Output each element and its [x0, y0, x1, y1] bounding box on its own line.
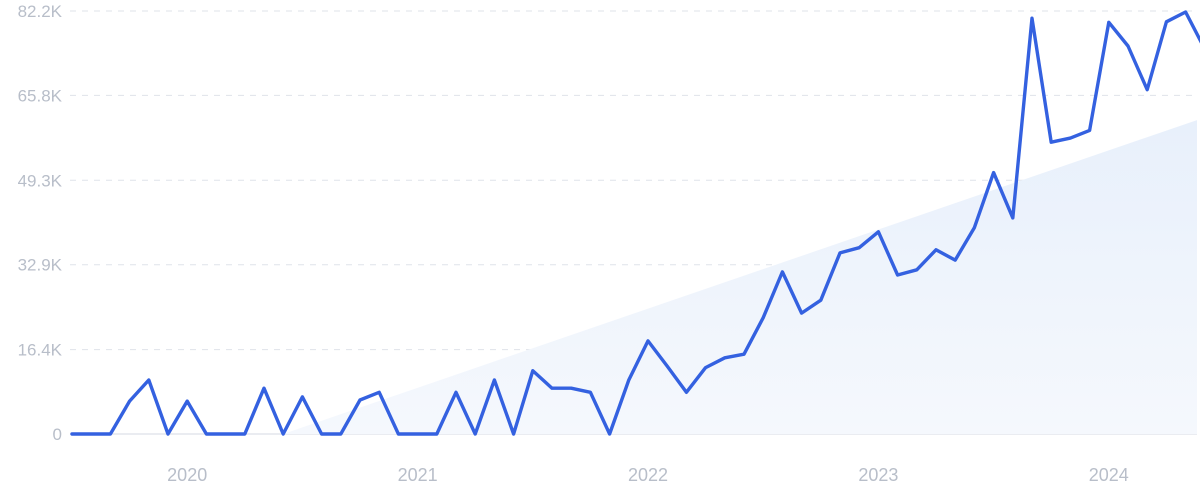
data-point[interactable]	[1087, 127, 1093, 133]
data-point[interactable]	[568, 385, 574, 391]
data-point[interactable]	[991, 170, 997, 176]
data-point[interactable]	[760, 315, 766, 321]
trend-area	[283, 120, 1197, 435]
y-tick-label: 82.2K	[18, 2, 63, 21]
data-point[interactable]	[549, 385, 555, 391]
data-point[interactable]	[837, 250, 843, 256]
data-point[interactable]	[914, 267, 920, 273]
data-point[interactable]	[722, 355, 728, 361]
data-point[interactable]	[319, 431, 325, 437]
data-point[interactable]	[779, 269, 785, 275]
x-tick-label: 2021	[398, 465, 438, 485]
data-point[interactable]	[69, 431, 75, 437]
data-point[interactable]	[1029, 15, 1035, 21]
data-point[interactable]	[875, 229, 881, 235]
y-tick-label: 49.3K	[18, 171, 63, 190]
data-point[interactable]	[1125, 43, 1131, 49]
trend-fill	[283, 120, 1197, 435]
y-tick-label: 0	[53, 425, 62, 444]
data-point[interactable]	[645, 338, 651, 344]
data-point[interactable]	[856, 245, 862, 251]
data-point[interactable]	[223, 431, 229, 437]
data-point[interactable]	[587, 389, 593, 395]
data-point[interactable]	[1163, 19, 1169, 25]
data-point[interactable]	[626, 377, 632, 383]
y-tick-label: 32.9K	[18, 256, 63, 275]
data-point[interactable]	[415, 431, 421, 437]
x-tick-label: 2020	[167, 465, 207, 485]
data-point[interactable]	[127, 398, 133, 404]
data-point[interactable]	[530, 368, 536, 374]
data-point[interactable]	[1067, 135, 1073, 141]
data-point[interactable]	[88, 431, 94, 437]
data-point[interactable]	[895, 272, 901, 278]
data-point[interactable]	[242, 431, 248, 437]
y-axis-ticks: 0 16.4K 32.9K 49.3K 65.8K 82.2K	[18, 2, 63, 444]
data-point[interactable]	[683, 389, 689, 395]
data-point[interactable]	[357, 397, 363, 403]
data-point[interactable]	[741, 351, 747, 357]
data-point[interactable]	[491, 377, 497, 383]
data-point[interactable]	[338, 431, 344, 437]
x-axis-ticks: 2020 2021 2022 2023 2024	[167, 465, 1129, 485]
data-point[interactable]	[799, 310, 805, 316]
y-tick-label: 65.8K	[18, 86, 63, 105]
data-point[interactable]	[203, 431, 209, 437]
data-point[interactable]	[395, 431, 401, 437]
data-point[interactable]	[472, 431, 478, 437]
data-point[interactable]	[511, 431, 517, 437]
data-point[interactable]	[933, 247, 939, 253]
data-point[interactable]	[280, 431, 286, 437]
data-point[interactable]	[376, 389, 382, 395]
data-point[interactable]	[107, 431, 113, 437]
data-point[interactable]	[1048, 139, 1054, 145]
data-point[interactable]	[703, 365, 709, 371]
data-point[interactable]	[818, 297, 824, 303]
data-point[interactable]	[664, 363, 670, 369]
data-point[interactable]	[453, 389, 459, 395]
data-point[interactable]	[165, 431, 171, 437]
data-point[interactable]	[299, 394, 305, 400]
data-point[interactable]	[261, 385, 267, 391]
series-line-0	[70, 10, 1200, 436]
x-tick-label: 2022	[628, 465, 668, 485]
data-point[interactable]	[952, 257, 958, 263]
data-point[interactable]	[971, 225, 977, 231]
x-tick-label: 2024	[1089, 465, 1129, 485]
data-point[interactable]	[607, 431, 613, 437]
series-line-layer	[69, 9, 1200, 437]
y-tick-label: 16.4K	[18, 341, 63, 360]
data-point[interactable]	[1144, 87, 1150, 93]
data-point[interactable]	[146, 377, 152, 383]
data-point[interactable]	[1183, 9, 1189, 15]
data-point[interactable]	[1010, 215, 1016, 221]
data-point[interactable]	[184, 398, 190, 404]
data-point[interactable]	[434, 431, 440, 437]
x-tick-label: 2023	[858, 465, 898, 485]
data-point[interactable]	[1106, 19, 1112, 25]
